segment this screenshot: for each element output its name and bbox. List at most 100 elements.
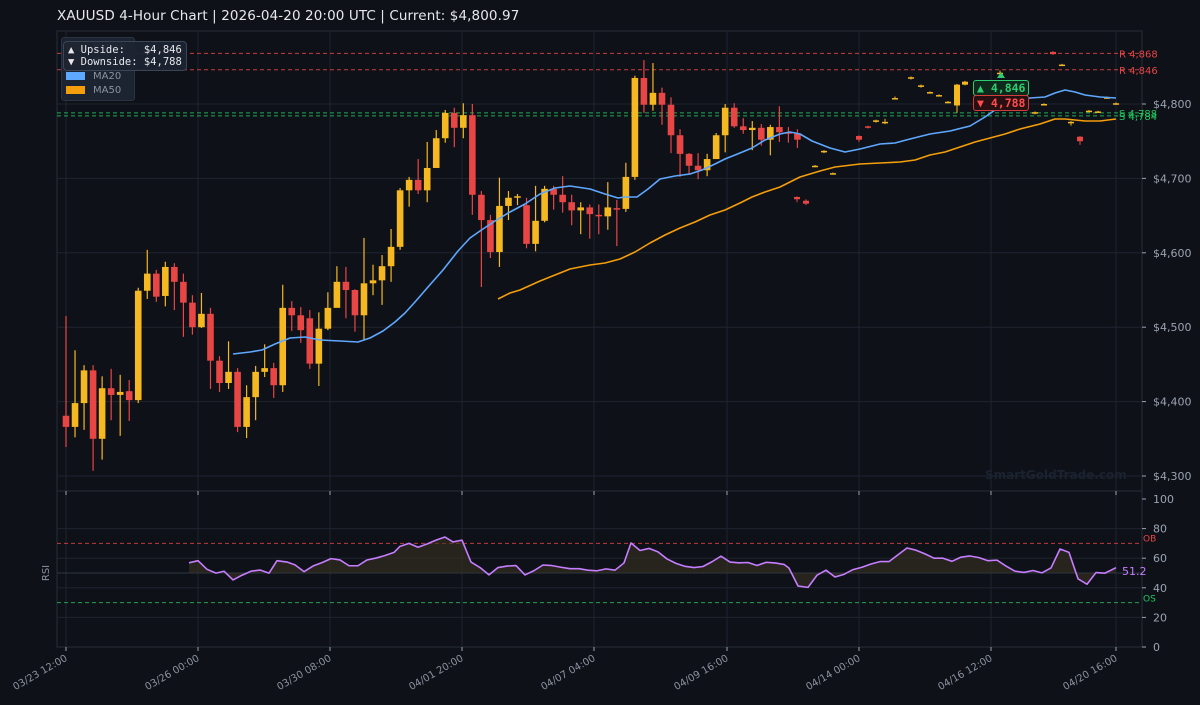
candle-bearish xyxy=(270,368,277,386)
candle-bearish xyxy=(685,153,693,166)
candle-bullish xyxy=(892,98,898,100)
candle-bullish xyxy=(577,207,585,211)
legend-item-ma50: MA50 xyxy=(66,84,121,96)
candle-bullish xyxy=(927,92,933,94)
candle-bearish xyxy=(450,112,458,128)
candle-bullish xyxy=(198,313,205,328)
candle-bullish xyxy=(945,101,951,104)
candle-bullish xyxy=(830,173,836,175)
candle-bullish xyxy=(162,266,169,296)
candle-bearish xyxy=(794,133,801,140)
candle-bearish xyxy=(107,388,115,395)
candle-bullish xyxy=(821,150,827,153)
candle-bullish xyxy=(649,92,657,105)
candle-bullish xyxy=(134,290,142,401)
candle-bullish xyxy=(882,121,888,124)
candle-bearish xyxy=(676,135,684,154)
x-axis-label: 04/14 00:00 xyxy=(804,653,862,693)
candle-bearish xyxy=(207,313,214,361)
overbought-label: OB xyxy=(1143,534,1156,544)
candle-bearish xyxy=(550,188,557,195)
candle-bearish xyxy=(586,207,594,215)
candle-bearish xyxy=(559,194,566,203)
x-axis-label: 04/16 12:00 xyxy=(936,653,994,693)
candle-bullish xyxy=(369,280,377,284)
y-axis-label: $4,600 xyxy=(1153,247,1192,260)
candle-bullish xyxy=(748,127,756,131)
candle-bearish xyxy=(730,107,738,127)
candle-bullish xyxy=(143,273,151,291)
x-axis-label: 03/30 08:00 xyxy=(275,653,333,693)
candle-bearish xyxy=(62,415,70,427)
candle-bearish xyxy=(487,220,494,253)
y-axis-label: $4,400 xyxy=(1153,396,1192,409)
candle-bullish xyxy=(1059,64,1065,67)
resistance-label: R 4,868 xyxy=(1119,49,1158,60)
candle-bullish xyxy=(541,188,548,221)
candle-bearish xyxy=(595,214,603,217)
chart-title: XAUUSD 4-Hour Chart | 2026-04-20 20:00 U… xyxy=(57,8,520,24)
candle-bearish xyxy=(856,135,862,140)
candle-bullish xyxy=(703,159,711,171)
candle-bearish xyxy=(694,165,702,171)
candle-bearish xyxy=(171,266,178,282)
candle-bullish xyxy=(496,205,503,253)
upside-badge: ▲ 4,846 xyxy=(973,80,1030,96)
rsi-panel xyxy=(56,490,1143,648)
candle-bearish xyxy=(288,307,296,316)
candle-bullish xyxy=(954,84,960,106)
candle-bearish xyxy=(568,202,575,211)
candle-bullish xyxy=(80,370,88,404)
x-axis-label: 04/01 20:00 xyxy=(407,653,465,693)
candle-bearish xyxy=(297,315,305,331)
candle-bullish xyxy=(532,220,539,244)
candle-bullish xyxy=(333,281,341,308)
candle-bearish xyxy=(1050,51,1056,55)
candle-bearish xyxy=(794,197,800,200)
rsi-axis-label: 0 xyxy=(1153,641,1160,654)
candle-bullish xyxy=(604,207,612,217)
candle-bullish xyxy=(225,371,232,383)
rsi-last-value: 51.2 xyxy=(1122,565,1147,578)
rsi-axis-label: 40 xyxy=(1153,582,1167,595)
candle-bullish xyxy=(812,165,818,168)
candle-bearish xyxy=(306,318,314,364)
candle-bearish xyxy=(1077,136,1083,142)
candle-bullish xyxy=(252,371,259,398)
candle-bullish xyxy=(631,77,639,177)
candle-bearish xyxy=(153,273,160,297)
candle-bullish xyxy=(261,368,268,372)
x-axis-label: 04/07 04:00 xyxy=(539,653,597,693)
candle-bearish xyxy=(414,179,422,191)
x-axis-label: 03/26 00:00 xyxy=(143,653,201,693)
candle-bullish xyxy=(1095,111,1101,113)
rsi-axis-label: 100 xyxy=(1153,493,1174,506)
candle-bearish xyxy=(351,290,359,316)
rsi-axis-label: 80 xyxy=(1153,523,1167,536)
candle-bullish xyxy=(873,120,879,122)
candle-bearish xyxy=(658,92,666,105)
candle-bullish xyxy=(279,307,287,386)
candle-bullish xyxy=(324,307,332,329)
y-axis-label: $4,300 xyxy=(1153,470,1192,483)
candle-bearish xyxy=(739,126,747,131)
downside-badge: ▼ 4,788 xyxy=(973,95,1030,111)
candle-bearish xyxy=(758,127,765,140)
target-tooltip: ▲ Upside: $4,846 ▼ Downside: $4,788 xyxy=(63,41,187,71)
candle-bullish xyxy=(712,135,720,160)
ma50-line xyxy=(497,118,1117,300)
candle-bearish xyxy=(234,371,241,427)
candle-bullish xyxy=(405,179,413,191)
candle-bearish xyxy=(469,115,476,195)
candle-bullish xyxy=(71,403,79,427)
candle-bullish xyxy=(423,167,431,191)
ma20-swatch-icon xyxy=(66,72,85,80)
candle-bearish xyxy=(125,391,133,401)
candle-bullish xyxy=(918,85,924,87)
support-label: S 4,784 xyxy=(1119,112,1157,123)
candle-bearish xyxy=(478,194,485,221)
rsi-axis-title: RSI xyxy=(41,565,52,581)
candle-bearish xyxy=(180,281,187,303)
candle-bullish xyxy=(360,283,368,316)
